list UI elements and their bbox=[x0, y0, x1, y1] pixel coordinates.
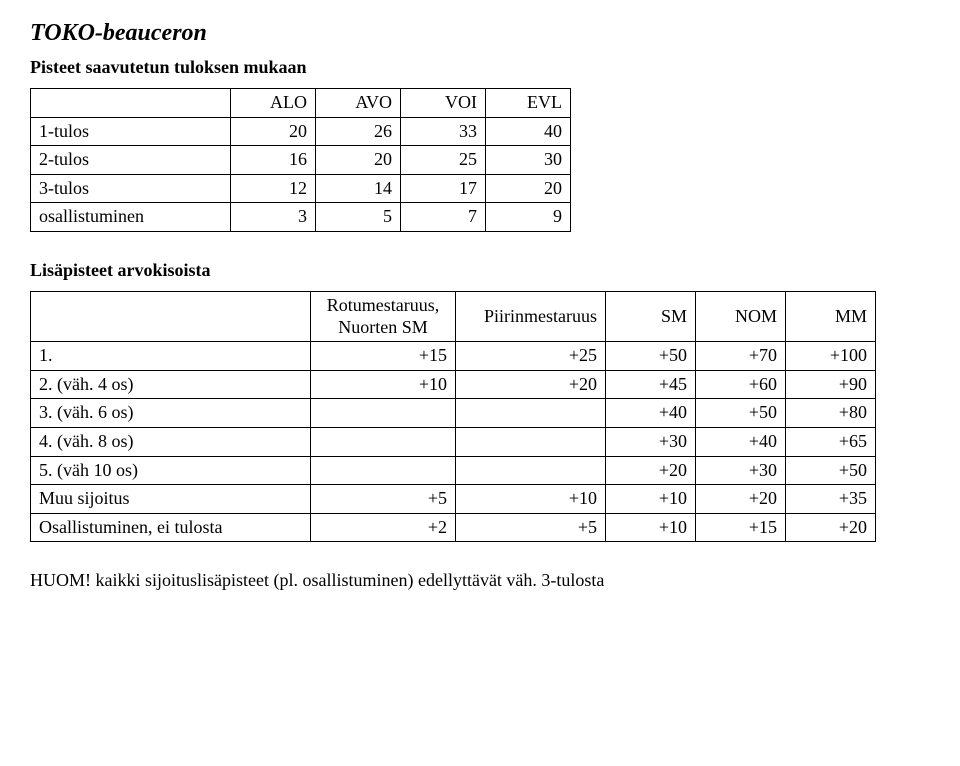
table-row: 3-tulos 12 14 17 20 bbox=[31, 174, 571, 203]
table-row: 2-tulos 16 20 25 30 bbox=[31, 146, 571, 175]
row-label: 1-tulos bbox=[31, 117, 231, 146]
cell: +20 bbox=[696, 485, 786, 514]
header-empty bbox=[31, 291, 311, 341]
cell: +30 bbox=[696, 456, 786, 485]
table-row: 1-tulos 20 26 33 40 bbox=[31, 117, 571, 146]
cell: 7 bbox=[401, 203, 486, 232]
cell: 33 bbox=[401, 117, 486, 146]
row-label: Osallistuminen, ei tulosta bbox=[31, 513, 311, 542]
cell: 20 bbox=[486, 174, 571, 203]
table-row: 4. (väh. 8 os) +30 +40 +65 bbox=[31, 427, 876, 456]
table-row: Osallistuminen, ei tulosta +2 +5 +10 +15… bbox=[31, 513, 876, 542]
row-label: 4. (väh. 8 os) bbox=[31, 427, 311, 456]
cell: +80 bbox=[786, 399, 876, 428]
cell: +50 bbox=[606, 342, 696, 371]
cell: +35 bbox=[786, 485, 876, 514]
cell: +40 bbox=[696, 427, 786, 456]
cell: 16 bbox=[231, 146, 316, 175]
cell: +20 bbox=[606, 456, 696, 485]
cell: 12 bbox=[231, 174, 316, 203]
row-label: 5. (väh 10 os) bbox=[31, 456, 311, 485]
cell: +70 bbox=[696, 342, 786, 371]
cell bbox=[456, 456, 606, 485]
row-label: 3-tulos bbox=[31, 174, 231, 203]
cell: +40 bbox=[606, 399, 696, 428]
section2-heading: Lisäpisteet arvokisoista bbox=[30, 260, 930, 281]
header-voi: VOI bbox=[401, 89, 486, 118]
table-row: Muu sijoitus +5 +10 +10 +20 +35 bbox=[31, 485, 876, 514]
cell: 14 bbox=[316, 174, 401, 203]
cell: +45 bbox=[606, 370, 696, 399]
table-row: 2. (väh. 4 os) +10 +20 +45 +60 +90 bbox=[31, 370, 876, 399]
note-text: HUOM! kaikki sijoituslisäpisteet (pl. os… bbox=[30, 570, 930, 591]
table-header-row: ALO AVO VOI EVL bbox=[31, 89, 571, 118]
row-label: 1. bbox=[31, 342, 311, 371]
row-label: Muu sijoitus bbox=[31, 485, 311, 514]
cell bbox=[456, 427, 606, 456]
cell: 30 bbox=[486, 146, 571, 175]
header-rotumestaruus: Rotumestaruus,Nuorten SM bbox=[311, 291, 456, 341]
header-empty bbox=[31, 89, 231, 118]
table-header-row: Rotumestaruus,Nuorten SM Piirinmestaruus… bbox=[31, 291, 876, 341]
cell: 25 bbox=[401, 146, 486, 175]
section1-heading: Pisteet saavutetun tuloksen mukaan bbox=[30, 57, 930, 78]
header-mm: MM bbox=[786, 291, 876, 341]
cell: +100 bbox=[786, 342, 876, 371]
header-avo: AVO bbox=[316, 89, 401, 118]
cell: +30 bbox=[606, 427, 696, 456]
cell: +20 bbox=[786, 513, 876, 542]
bonus-points-table: Rotumestaruus,Nuorten SM Piirinmestaruus… bbox=[30, 291, 876, 542]
cell: +15 bbox=[696, 513, 786, 542]
table-row: 1. +15 +25 +50 +70 +100 bbox=[31, 342, 876, 371]
cell: +90 bbox=[786, 370, 876, 399]
table-row: osallistuminen 3 5 7 9 bbox=[31, 203, 571, 232]
cell: +5 bbox=[311, 485, 456, 514]
cell: +10 bbox=[456, 485, 606, 514]
cell: +65 bbox=[786, 427, 876, 456]
cell: 17 bbox=[401, 174, 486, 203]
cell: +10 bbox=[606, 485, 696, 514]
cell: 9 bbox=[486, 203, 571, 232]
header-evl: EVL bbox=[486, 89, 571, 118]
cell: +10 bbox=[606, 513, 696, 542]
table-row: 3. (väh. 6 os) +40 +50 +80 bbox=[31, 399, 876, 428]
row-label: 2-tulos bbox=[31, 146, 231, 175]
cell: +25 bbox=[456, 342, 606, 371]
header-sm: SM bbox=[606, 291, 696, 341]
points-table: ALO AVO VOI EVL 1-tulos 20 26 33 40 2-tu… bbox=[30, 88, 571, 232]
cell bbox=[311, 456, 456, 485]
cell: 3 bbox=[231, 203, 316, 232]
cell: +15 bbox=[311, 342, 456, 371]
cell: 26 bbox=[316, 117, 401, 146]
cell: 20 bbox=[316, 146, 401, 175]
row-label: 2. (väh. 4 os) bbox=[31, 370, 311, 399]
cell bbox=[456, 399, 606, 428]
cell: +20 bbox=[456, 370, 606, 399]
document-title: TOKO-beauceron bbox=[30, 20, 930, 47]
header-piirinmestaruus: Piirinmestaruus bbox=[456, 291, 606, 341]
header-nom: NOM bbox=[696, 291, 786, 341]
cell: +60 bbox=[696, 370, 786, 399]
cell: 40 bbox=[486, 117, 571, 146]
table-row: 5. (väh 10 os) +20 +30 +50 bbox=[31, 456, 876, 485]
row-label: osallistuminen bbox=[31, 203, 231, 232]
cell: 5 bbox=[316, 203, 401, 232]
cell: +10 bbox=[311, 370, 456, 399]
cell bbox=[311, 427, 456, 456]
cell: +5 bbox=[456, 513, 606, 542]
row-label: 3. (väh. 6 os) bbox=[31, 399, 311, 428]
cell bbox=[311, 399, 456, 428]
cell: +50 bbox=[786, 456, 876, 485]
cell: +50 bbox=[696, 399, 786, 428]
cell: +2 bbox=[311, 513, 456, 542]
cell: 20 bbox=[231, 117, 316, 146]
header-alo: ALO bbox=[231, 89, 316, 118]
